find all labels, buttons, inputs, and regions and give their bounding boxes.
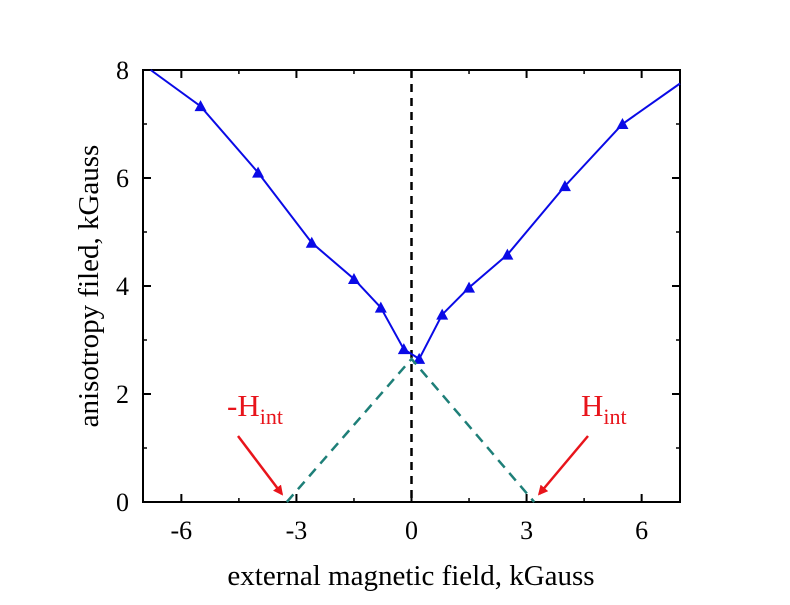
triangle-marker: [436, 308, 449, 320]
tick-labels: 0 2 4 6 8 -6 -3 0 3 6: [116, 56, 648, 545]
x-tick-label: 0: [405, 516, 418, 545]
triangle-marker: [252, 166, 265, 178]
annotation-label: -Hint: [227, 388, 283, 429]
triangle-marker: [413, 352, 426, 364]
x-tick-label: 3: [520, 516, 533, 545]
y-tick-label: 6: [116, 164, 129, 193]
annotation-arrow: [237, 435, 284, 496]
x-axis-title: external magnetic field, kGauss: [227, 560, 594, 592]
triangle-marker: [194, 100, 207, 112]
annotation-subscript: int: [260, 404, 283, 429]
y-tick-label: 0: [116, 488, 129, 517]
y-tick-label: 4: [116, 272, 129, 301]
x-tick-label: -6: [171, 516, 193, 545]
series-layer: [150, 69, 681, 503]
annotation-label: Hint: [581, 388, 627, 429]
triangle-marker: [305, 236, 318, 248]
annotation-arrow: [537, 435, 589, 496]
triangle-marker: [397, 343, 410, 355]
annotation-main-text: H: [581, 388, 603, 423]
y-tick-label: 2: [116, 380, 129, 409]
x-tick-label: 6: [635, 516, 648, 545]
x-tick-label: -3: [286, 516, 308, 545]
annotation-main-text: -H: [227, 388, 260, 423]
series-line-0: [150, 69, 681, 361]
series-line-1: [285, 356, 536, 503]
y-tick-label: 8: [116, 56, 129, 85]
annotation-subscript: int: [603, 404, 626, 429]
triangle-marker: [463, 281, 476, 293]
y-axis-title: anisotropy filed, kGauss: [73, 145, 105, 428]
annotations: -Hint Hint: [227, 388, 627, 496]
triangle-marker: [374, 301, 387, 313]
triangle-marker: [558, 180, 571, 192]
triangle-marker: [616, 118, 629, 129]
triangle-marker: [501, 248, 514, 260]
triangle-marker: [347, 272, 360, 284]
